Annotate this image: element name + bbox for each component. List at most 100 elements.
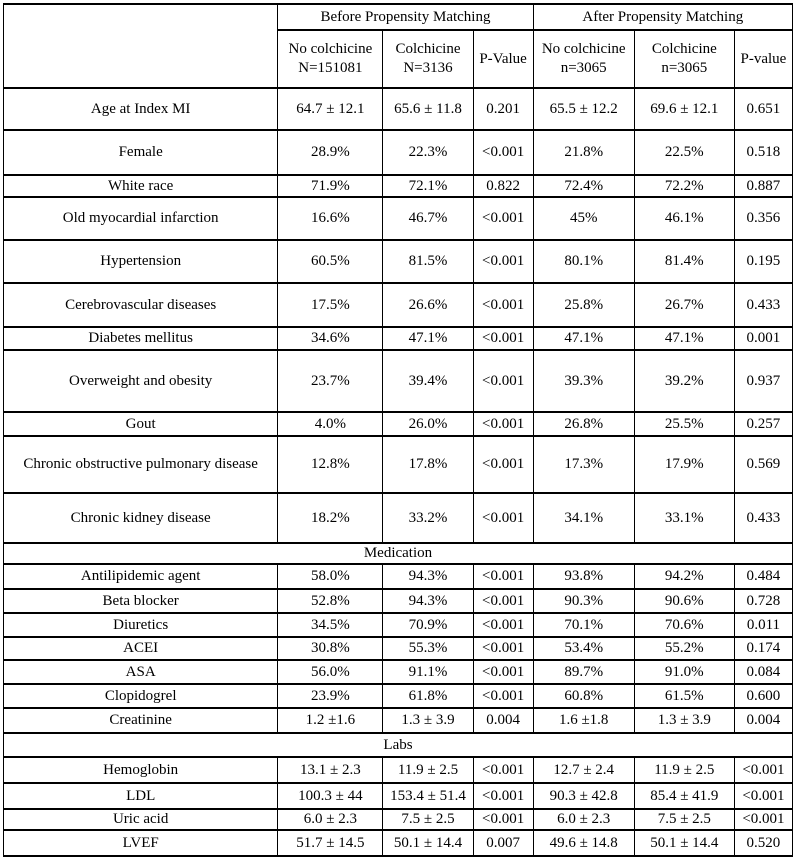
cell-pvalue-before: <0.001 [472,659,534,685]
header-before-matching: Before Propensity Matching [277,3,534,31]
table-row: ASA 56.0% 91.1% <0.001 89.7% 91.0% 0.084 [2,659,794,685]
cell-pvalue-after: 0.600 [733,683,794,709]
col-header-colchicine-after: Colchicine n=3065 [633,29,735,89]
cell-pvalue-before: <0.001 [472,239,534,284]
table-row: Diabetes mellitus 34.6% 47.1% <0.001 47.1% 47… [2,326,794,351]
cell-no-colchicine-before: 30.8% [277,636,384,661]
cell-pvalue-before: <0.001 [472,411,534,437]
cell-colchicine-before: 70.9% [382,612,474,638]
cell-no-colchicine-after: 72.4% [532,174,635,198]
table-row: LDL 100.3 ± 44 153.4 ± 51.4 <0.001 90.3 ± 42… [2,782,794,810]
cell-colchicine-before: 46.7% [382,196,474,241]
cell-pvalue-before: <0.001 [472,435,534,494]
table-row: LVEF 51.7 ± 14.5 50.1 ± 14.4 0.007 49.6 ± 14… [2,829,794,857]
cell-pvalue-after: 0.174 [733,636,794,661]
cell-colchicine-after: 55.2% [633,636,735,661]
cell-pvalue-after: <0.001 [733,756,794,784]
table-row: Chronic kidney disease 18.2% 33.2% <0.001 34… [2,492,794,544]
table-row: Creatinine 1.2 ±1.6 1.3 ± 3.9 0.004 1.6 ±1.8… [2,707,794,734]
table-row: Hemoglobin 13.1 ± 2.3 11.9 ± 2.5 <0.001 12.7… [2,756,794,784]
cell-no-colchicine-before: 18.2% [277,492,384,544]
cell-pvalue-before: <0.001 [472,326,534,351]
col-header-n: n=3065 [560,60,607,76]
row-label: Female [2,129,279,176]
cell-pvalue-before: 0.201 [472,87,534,131]
row-label: Age at Index MI [2,87,279,131]
cell-no-colchicine-after: 65.5 ± 12.2 [532,87,635,131]
cell-no-colchicine-after: 17.3% [532,435,635,494]
row-label: Diuretics [2,612,279,638]
cell-colchicine-after: 72.2% [633,174,735,198]
col-header-n: n=3065 [661,60,708,76]
col-header-no-colchicine-after: No colchicine n=3065 [532,29,635,89]
cell-pvalue-after: 0.356 [733,196,794,241]
cell-colchicine-after: 70.6% [633,612,735,638]
col-header-colchicine-before: Colchicine N=3136 [382,29,474,89]
cell-no-colchicine-after: 53.4% [532,636,635,661]
cell-colchicine-after: 81.4% [633,239,735,284]
table-row: ACEI 30.8% 55.3% <0.001 53.4% 55.2% 0.174 [2,636,794,661]
cell-no-colchicine-after: 45% [532,196,635,241]
section-row: Medication [3,542,793,565]
cell-no-colchicine-before: 16.6% [277,196,384,241]
cell-no-colchicine-before: 1.2 ±1.6 [277,707,384,734]
cell-pvalue-after: 0.520 [733,829,794,857]
cell-no-colchicine-after: 6.0 ± 2.3 [532,808,635,831]
cell-colchicine-before: 50.1 ± 14.4 [382,829,474,857]
cell-no-colchicine-before: 56.0% [277,659,384,685]
table-row: Hypertension 60.5% 81.5% <0.001 80.1% 81.4% 0.… [2,239,794,284]
cell-colchicine-before: 61.8% [382,683,474,709]
cell-pvalue-before: <0.001 [472,756,534,784]
cell-no-colchicine-after: 89.7% [532,659,635,685]
cell-no-colchicine-before: 100.3 ± 44 [277,782,384,810]
propensity-matching-table: Before Propensity Matching After Propens… [2,3,794,857]
row-label: Cerebrovascular diseases [2,282,279,328]
cell-colchicine-after: 94.2% [633,563,735,590]
cell-colchicine-before: 22.3% [382,129,474,176]
cell-colchicine-after: 39.2% [633,349,735,413]
cell-pvalue-before: <0.001 [472,782,534,810]
cell-pvalue-after: 0.651 [733,87,794,131]
cell-pvalue-after: 0.001 [733,326,794,351]
cell-no-colchicine-after: 49.6 ± 14.8 [532,829,635,857]
col-header-no-colchicine-before: No colchicine N=151081 [277,29,384,89]
cell-no-colchicine-before: 28.9% [277,129,384,176]
cell-colchicine-after: 61.5% [633,683,735,709]
row-label: ASA [2,659,279,685]
row-label: Clopidogrel [2,683,279,709]
cell-no-colchicine-after: 21.8% [532,129,635,176]
row-label: Gout [2,411,279,437]
cell-no-colchicine-before: 23.7% [277,349,384,413]
cell-no-colchicine-after: 34.1% [532,492,635,544]
cell-colchicine-after: 50.1 ± 14.4 [633,829,735,857]
cell-no-colchicine-before: 34.6% [277,326,384,351]
cell-no-colchicine-after: 1.6 ±1.8 [532,707,635,734]
cell-pvalue-after: 0.084 [733,659,794,685]
cell-colchicine-after: 7.5 ± 2.5 [633,808,735,831]
table-body: Age at Index MI 64.7 ± 12.1 65.6 ± 11.8 0.2… [2,87,794,857]
cell-colchicine-before: 81.5% [382,239,474,284]
cell-no-colchicine-before: 52.8% [277,588,384,614]
table-row: Diuretics 34.5% 70.9% <0.001 70.1% 70.6% 0.011 [2,612,794,638]
cell-pvalue-before: <0.001 [472,808,534,831]
cell-colchicine-before: 72.1% [382,174,474,198]
table-row: Chronic obstructive pulmonary disease 12.… [2,435,794,494]
cell-no-colchicine-before: 12.8% [277,435,384,494]
cell-pvalue-after: 0.433 [733,492,794,544]
table-row: Age at Index MI 64.7 ± 12.1 65.6 ± 11.8 0.2… [2,87,794,131]
cell-pvalue-after: 0.937 [733,349,794,413]
cell-colchicine-after: 11.9 ± 2.5 [633,756,735,784]
row-label: Hypertension [2,239,279,284]
col-header-pvalue-before: P-Value [472,29,534,89]
row-label: Uric acid [2,808,279,831]
cell-pvalue-after: 0.518 [733,129,794,176]
cell-colchicine-before: 7.5 ± 2.5 [382,808,474,831]
cell-pvalue-before: 0.007 [472,829,534,857]
cell-no-colchicine-before: 4.0% [277,411,384,437]
cell-no-colchicine-after: 12.7 ± 2.4 [532,756,635,784]
cell-colchicine-before: 26.6% [382,282,474,328]
row-label: Chronic obstructive pulmonary disease [2,435,279,494]
table-row: Antilipidemic agent 58.0% 94.3% <0.001 93.8%… [2,563,794,590]
cell-pvalue-after: 0.433 [733,282,794,328]
